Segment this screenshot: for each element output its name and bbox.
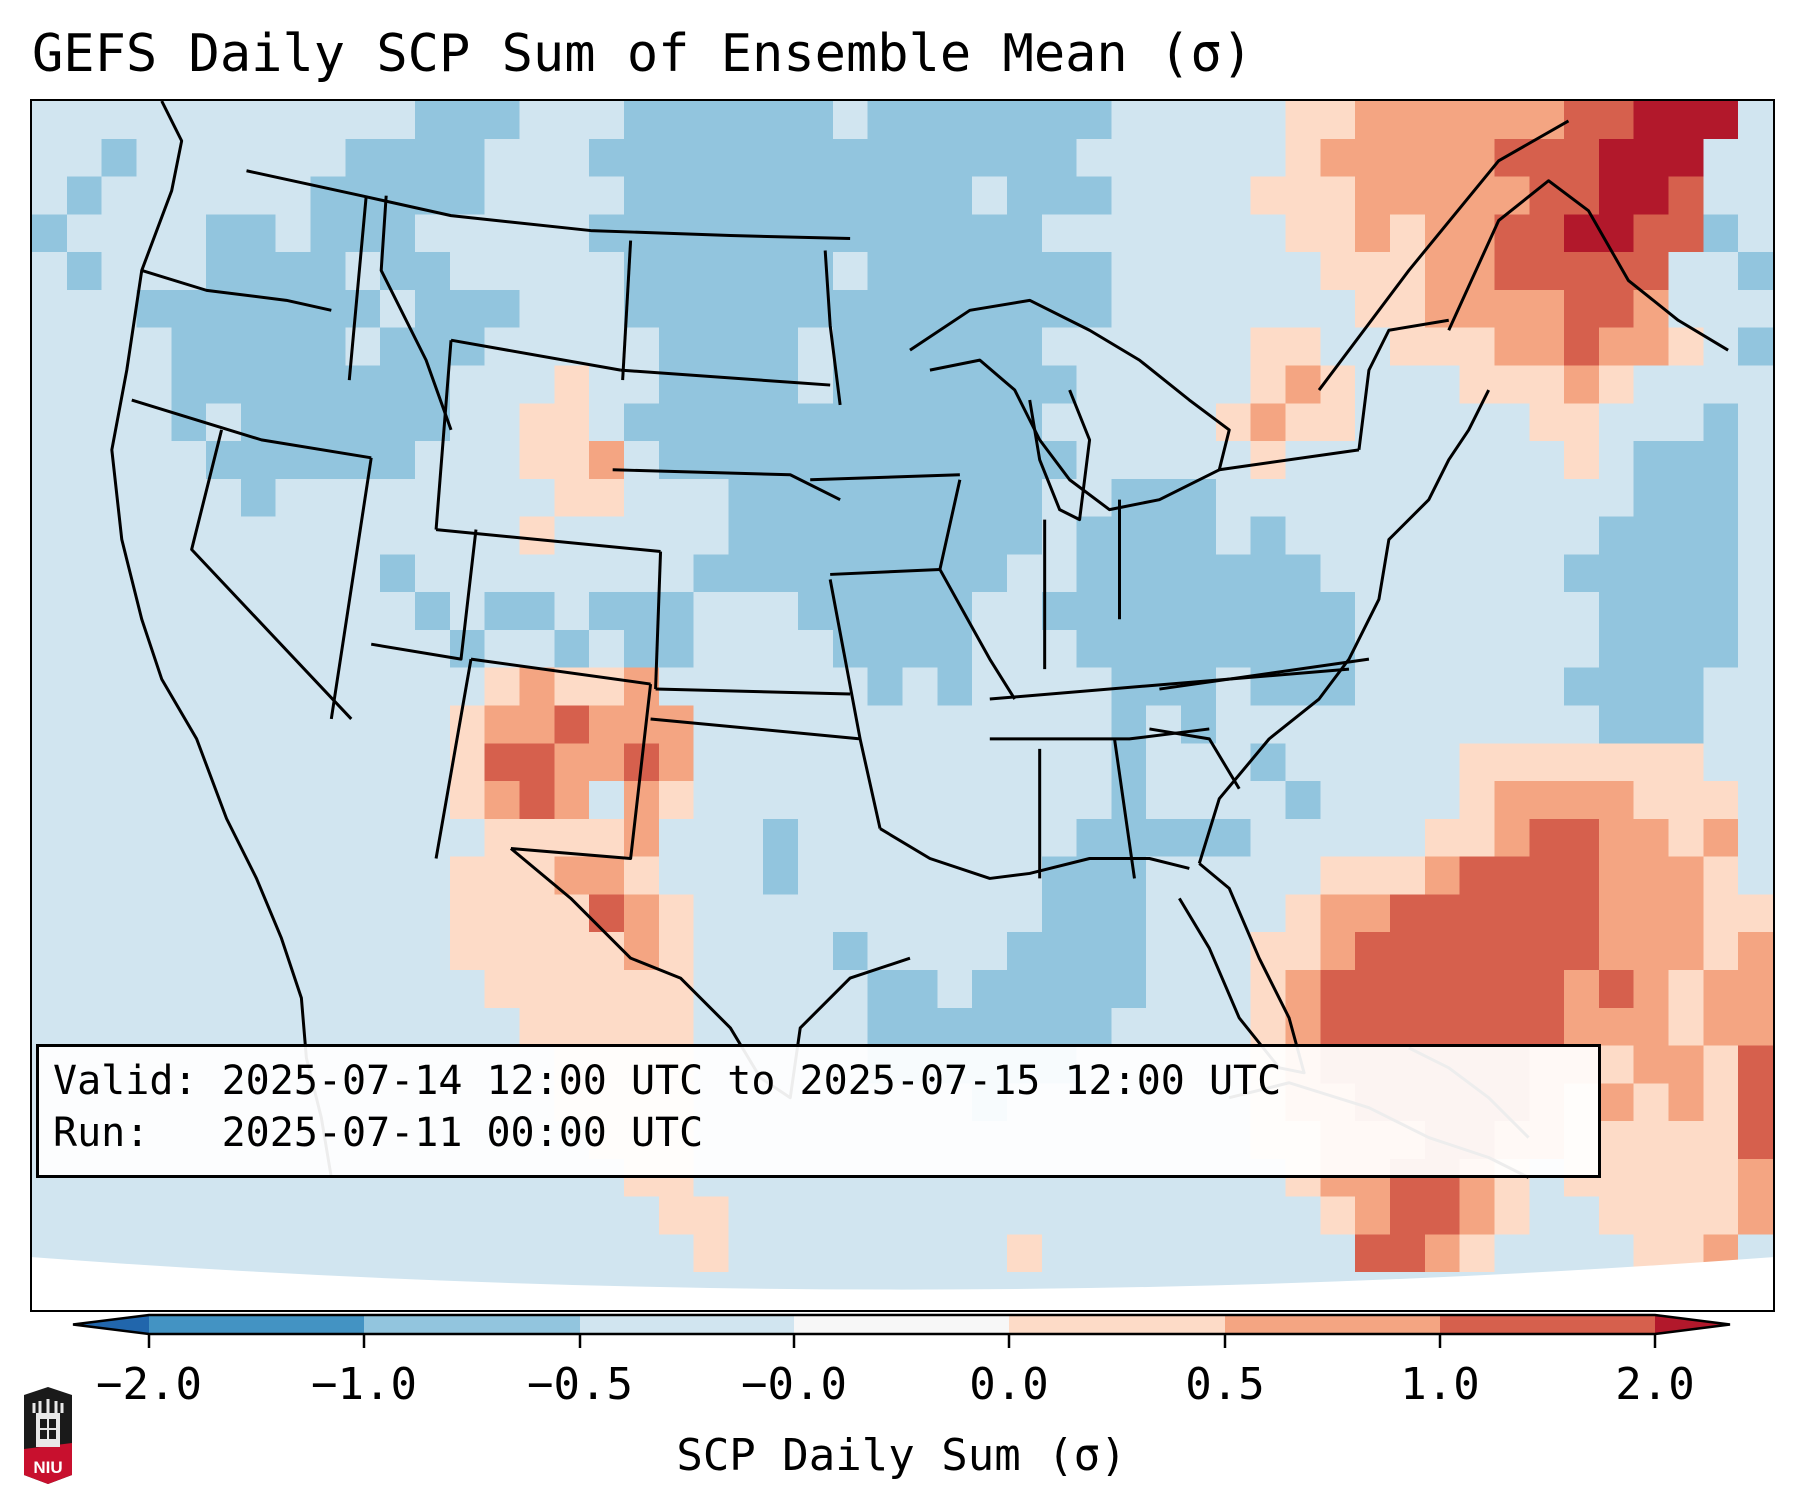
great-lakes-shore [909,298,1231,512]
florida-outline [1178,862,1306,1075]
border-nd-sd [620,368,831,387]
border-ga-sc [1149,727,1241,790]
border-or-ca [131,398,372,460]
colorbar-label: SCP Daily Sum (σ) [676,1430,1127,1481]
lake-michigan [1028,389,1092,522]
border-us-canada [246,169,851,241]
niu-logo: NIU [24,1387,72,1484]
border-new-england [1357,318,1449,451]
border-mt-nd [621,240,633,381]
valid-time-text: Valid: 2025-07-14 12:00 UTC to 2025-07-1… [53,1058,1282,1104]
colorbar-tick-label: 0.0 [969,1359,1049,1410]
colorbar-band [1225,1315,1440,1334]
colorbar-band [1009,1315,1225,1334]
state-boundaries [32,101,1773,1310]
border-nd-mn [823,250,842,406]
coastline-east [1197,389,1490,864]
colorbar-over-arrow [1655,1315,1730,1334]
colorbar-tick-label: 2.0 [1615,1359,1695,1410]
run-time-text: Run: 2025-07-11 00:00 UTC [53,1110,704,1156]
colorbar-tick-label: −0.0 [741,1359,847,1410]
border-wa-or [141,269,332,312]
chart-title: GEFS Daily SCP Sum of Ensemble Mean (σ) [32,24,1253,84]
border-mt-wy-dakotas [450,338,621,372]
st-lawrence [1317,119,1570,391]
colorbar-tick-label: −2.0 [96,1359,202,1410]
border-co-ks [654,551,663,690]
colorbar-under-arrow [73,1315,149,1334]
border-nv-ca [190,429,353,720]
colorbar-band [149,1315,364,1334]
border-wy-co [435,528,661,553]
border-co-nm [470,657,651,686]
border-mo-ar [828,579,862,740]
border-nv-ut [329,457,373,720]
border-wy-ut [370,529,478,661]
colorbar-band [794,1315,1009,1334]
border-ky-tn [989,667,1350,701]
border-il [938,479,1017,700]
colorbar-tick-label: −0.5 [527,1359,633,1410]
colorbar-band [580,1315,794,1334]
border-gulf-coast [879,827,1190,880]
svg-text:NIU: NIU [33,1458,62,1477]
colorbar-tick-label: 0.5 [1185,1359,1265,1410]
colorbar-band [1440,1315,1655,1334]
colorbar-outline [72,1313,1731,1336]
border-id-mt [379,195,453,431]
coastline-west [110,101,333,1178]
border-ks-ok [655,687,851,696]
gaspe-maritimes [1447,179,1729,352]
colorbar-tick-label: −1.0 [311,1359,417,1410]
projection-edge [32,1257,1773,1310]
border-ia-mo [830,567,940,576]
border-sd-ne [612,468,841,502]
colorbar-band [364,1315,580,1334]
border-ok-tx [650,717,882,829]
border-pa-ny [1219,448,1360,472]
border-mn-ia [810,473,960,482]
border-wa-id [347,195,368,381]
border-id-wy [434,340,453,530]
validity-info-box: Valid: 2025-07-14 12:00 UTC to 2025-07-1… [36,1044,1601,1178]
border-nc-va [1159,657,1370,691]
border-nm-tx [510,683,653,860]
border-al-ga [1113,738,1136,879]
border-tn-ms-al [989,727,1210,741]
border-az-nm [434,658,473,859]
colorbar-tick-label: 1.0 [1400,1359,1480,1410]
